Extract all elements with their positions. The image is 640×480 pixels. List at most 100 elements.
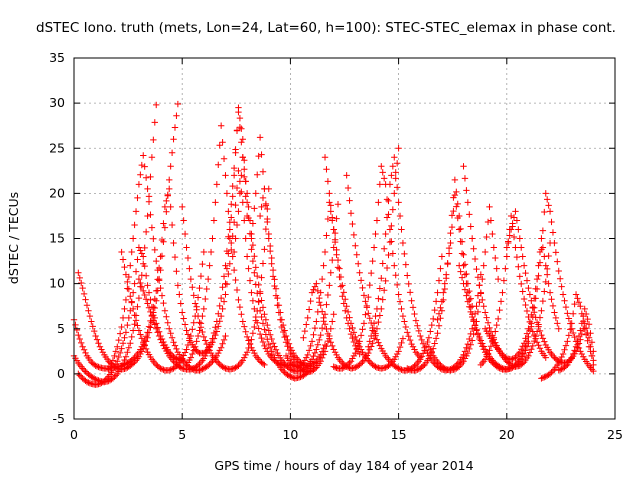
data-point bbox=[243, 333, 251, 341]
data-point bbox=[437, 304, 444, 311]
data-point bbox=[173, 355, 180, 362]
data-point bbox=[392, 175, 399, 182]
data-point bbox=[388, 238, 395, 245]
data-point bbox=[502, 265, 509, 272]
data-point bbox=[359, 358, 366, 366]
data-point bbox=[536, 248, 544, 256]
data-point bbox=[212, 324, 219, 331]
series-28 bbox=[512, 190, 597, 375]
y-tick-label: 0 bbox=[57, 366, 65, 381]
data-point bbox=[170, 239, 177, 247]
data-point bbox=[461, 175, 469, 182]
data-point bbox=[438, 253, 446, 260]
data-point bbox=[181, 230, 189, 238]
data-point bbox=[518, 346, 525, 353]
data-point bbox=[580, 353, 587, 360]
data-point bbox=[350, 231, 358, 239]
data-point bbox=[239, 318, 246, 325]
data-point bbox=[506, 232, 513, 239]
series-21 bbox=[425, 203, 502, 374]
data-point bbox=[330, 346, 337, 353]
data-point bbox=[109, 375, 117, 382]
data-point bbox=[246, 277, 254, 284]
series-30 bbox=[555, 305, 597, 374]
data-point bbox=[300, 359, 307, 367]
data-point bbox=[441, 365, 448, 372]
data-point bbox=[562, 342, 570, 349]
data-point bbox=[457, 225, 464, 233]
data-point bbox=[298, 366, 306, 374]
data-point bbox=[313, 346, 320, 353]
data-point bbox=[125, 285, 133, 293]
data-point bbox=[393, 281, 401, 289]
data-point bbox=[258, 313, 265, 321]
data-point bbox=[323, 325, 330, 333]
data-point bbox=[451, 191, 459, 199]
data-point bbox=[453, 188, 460, 196]
data-point bbox=[474, 308, 482, 316]
data-point bbox=[395, 348, 402, 355]
data-point bbox=[256, 330, 264, 338]
data-point bbox=[440, 289, 447, 296]
data-point bbox=[352, 242, 359, 249]
data-point bbox=[393, 364, 401, 371]
data-point bbox=[486, 203, 493, 211]
data-point bbox=[76, 372, 83, 379]
data-point bbox=[471, 322, 479, 329]
data-point bbox=[167, 366, 174, 373]
data-point bbox=[323, 166, 330, 173]
data-point bbox=[346, 314, 353, 321]
data-point bbox=[349, 220, 356, 228]
data-point bbox=[350, 352, 358, 360]
data-point bbox=[118, 248, 125, 256]
data-point bbox=[578, 350, 586, 358]
data-point bbox=[82, 296, 89, 303]
data-point bbox=[349, 324, 356, 332]
data-point bbox=[473, 265, 480, 273]
data-point bbox=[370, 320, 378, 327]
data-point bbox=[379, 169, 386, 176]
data-point bbox=[132, 208, 140, 215]
data-point bbox=[318, 275, 326, 283]
data-point bbox=[118, 323, 125, 331]
data-point bbox=[181, 321, 189, 328]
data-point bbox=[502, 354, 509, 361]
data-point bbox=[279, 328, 287, 336]
data-point bbox=[204, 344, 212, 351]
data-point bbox=[318, 354, 326, 362]
data-point bbox=[119, 314, 127, 322]
data-point bbox=[268, 260, 275, 267]
data-point bbox=[215, 359, 222, 366]
data-point bbox=[131, 321, 138, 328]
data-point bbox=[330, 311, 337, 318]
data-point bbox=[233, 127, 241, 134]
data-point bbox=[334, 256, 342, 264]
series-22 bbox=[434, 191, 515, 373]
data-point bbox=[121, 305, 128, 313]
data-point bbox=[167, 330, 174, 337]
data-point bbox=[343, 302, 350, 310]
data-point bbox=[356, 338, 363, 345]
data-point bbox=[241, 166, 248, 173]
data-point bbox=[187, 366, 195, 373]
data-point bbox=[329, 318, 336, 325]
data-point bbox=[588, 352, 596, 360]
y-tick-label: 15 bbox=[49, 231, 65, 246]
data-point bbox=[173, 345, 180, 353]
data-point bbox=[430, 315, 437, 323]
data-point bbox=[279, 321, 287, 329]
data-point bbox=[268, 348, 275, 355]
data-point bbox=[80, 346, 88, 354]
data-point bbox=[542, 354, 549, 361]
data-point bbox=[122, 353, 130, 360]
data-point bbox=[417, 332, 424, 340]
data-point bbox=[326, 190, 333, 197]
data-point bbox=[522, 342, 529, 350]
data-point bbox=[471, 255, 479, 263]
data-point bbox=[577, 302, 584, 310]
data-point bbox=[481, 248, 489, 256]
data-point bbox=[585, 334, 593, 341]
data-point bbox=[539, 335, 547, 342]
data-point bbox=[311, 359, 319, 366]
data-point bbox=[412, 317, 420, 324]
